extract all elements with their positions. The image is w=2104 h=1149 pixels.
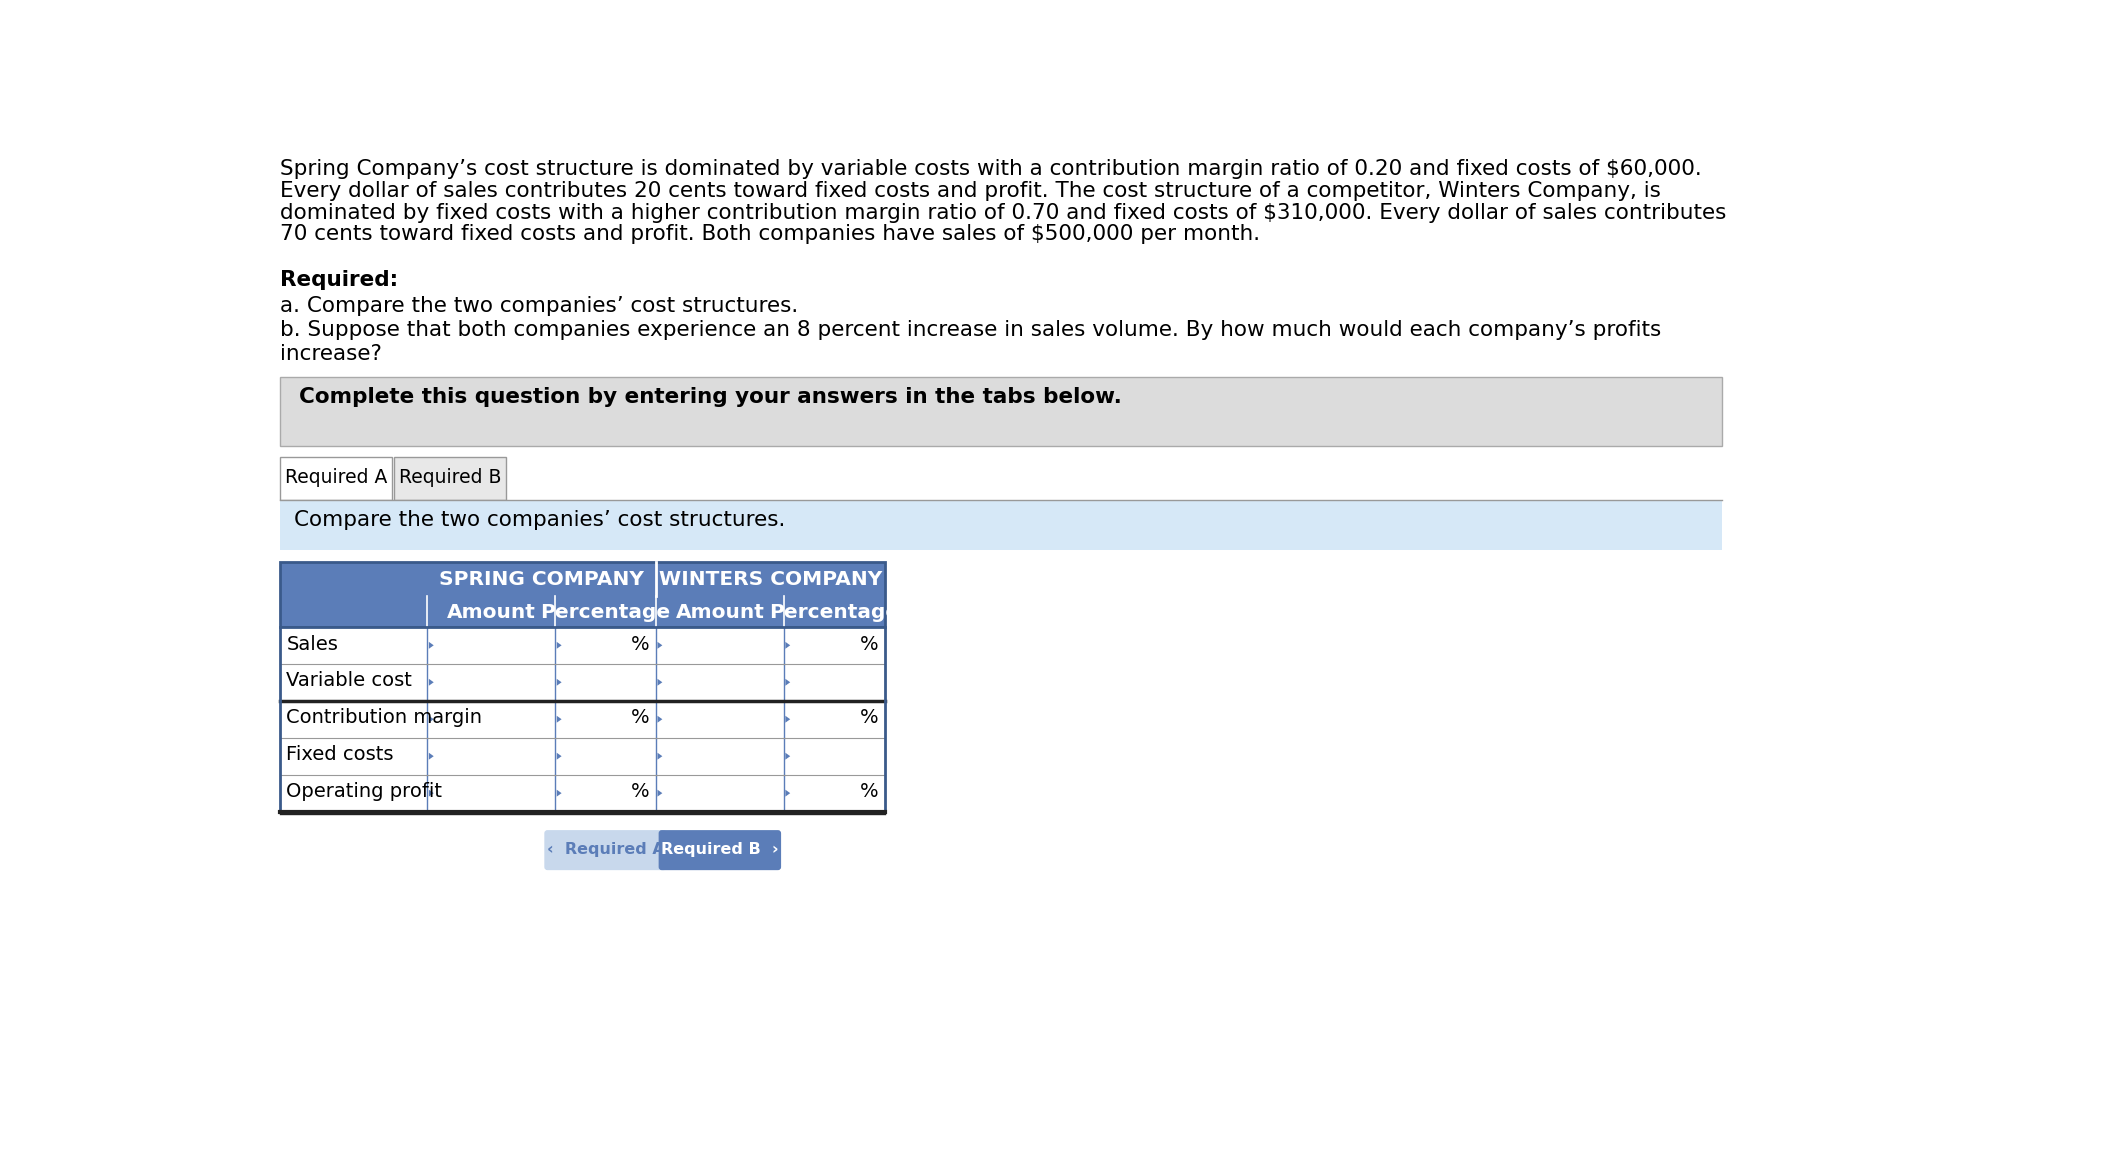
Text: SPRING COMPANY: SPRING COMPANY: [440, 570, 644, 588]
Text: Percentage: Percentage: [541, 603, 671, 622]
Text: %: %: [631, 634, 650, 654]
Polygon shape: [558, 716, 562, 723]
Text: Variable cost: Variable cost: [286, 671, 412, 691]
Text: %: %: [631, 709, 650, 727]
FancyBboxPatch shape: [280, 738, 884, 774]
Text: Required:: Required:: [280, 270, 398, 291]
FancyBboxPatch shape: [280, 596, 884, 627]
Text: Required B: Required B: [400, 468, 501, 487]
Polygon shape: [656, 753, 663, 759]
FancyBboxPatch shape: [393, 457, 507, 500]
FancyBboxPatch shape: [280, 627, 884, 664]
Text: %: %: [631, 782, 650, 801]
Polygon shape: [785, 716, 791, 723]
Text: Amount: Amount: [675, 603, 764, 622]
Text: Fixed costs: Fixed costs: [286, 746, 393, 764]
Text: %: %: [861, 782, 877, 801]
FancyBboxPatch shape: [280, 377, 1721, 446]
Text: Percentage: Percentage: [770, 603, 898, 622]
Text: Every dollar of sales contributes 20 cents toward fixed costs and profit. The co: Every dollar of sales contributes 20 cen…: [280, 182, 1660, 201]
Text: Amount: Amount: [446, 603, 537, 622]
Polygon shape: [785, 642, 791, 649]
Polygon shape: [429, 716, 433, 723]
FancyBboxPatch shape: [659, 830, 781, 870]
Polygon shape: [785, 789, 791, 796]
Text: Required B  ›: Required B ›: [661, 842, 778, 857]
Text: %: %: [861, 634, 877, 654]
Polygon shape: [656, 789, 663, 796]
Text: Contribution margin: Contribution margin: [286, 709, 482, 727]
Polygon shape: [656, 716, 663, 723]
Polygon shape: [656, 679, 663, 686]
Text: Complete this question by entering your answers in the tabs below.: Complete this question by entering your …: [299, 387, 1121, 408]
Text: Compare the two companies’ cost structures.: Compare the two companies’ cost structur…: [295, 510, 785, 530]
Polygon shape: [429, 679, 433, 686]
Text: WINTERS COMPANY: WINTERS COMPANY: [659, 570, 882, 588]
Polygon shape: [429, 642, 433, 649]
Text: increase?: increase?: [280, 345, 383, 364]
Text: b. Suppose that both companies experience an 8 percent increase in sales volume.: b. Suppose that both companies experienc…: [280, 321, 1662, 340]
FancyBboxPatch shape: [280, 457, 393, 500]
Polygon shape: [656, 642, 663, 649]
Polygon shape: [429, 753, 433, 759]
FancyBboxPatch shape: [280, 500, 1721, 550]
Polygon shape: [558, 642, 562, 649]
Text: 70 cents toward fixed costs and profit. Both companies have sales of $500,000 pe: 70 cents toward fixed costs and profit. …: [280, 224, 1260, 244]
Text: Operating profit: Operating profit: [286, 782, 442, 801]
Text: dominated by fixed costs with a higher contribution margin ratio of 0.70 and fix: dominated by fixed costs with a higher c…: [280, 202, 1727, 223]
Polygon shape: [558, 679, 562, 686]
FancyBboxPatch shape: [280, 562, 884, 596]
Text: ‹  Required A: ‹ Required A: [547, 842, 665, 857]
Polygon shape: [429, 789, 433, 796]
Text: %: %: [861, 709, 877, 727]
Polygon shape: [558, 789, 562, 796]
FancyBboxPatch shape: [280, 774, 884, 811]
Text: a. Compare the two companies’ cost structures.: a. Compare the two companies’ cost struc…: [280, 295, 797, 316]
Polygon shape: [785, 753, 791, 759]
Text: Sales: Sales: [286, 634, 339, 654]
FancyBboxPatch shape: [280, 701, 884, 738]
Polygon shape: [785, 679, 791, 686]
Text: Spring Company’s cost structure is dominated by variable costs with a contributi: Spring Company’s cost structure is domin…: [280, 160, 1702, 179]
FancyBboxPatch shape: [280, 664, 884, 701]
FancyBboxPatch shape: [545, 830, 667, 870]
Polygon shape: [558, 753, 562, 759]
Text: Required A: Required A: [284, 468, 387, 487]
